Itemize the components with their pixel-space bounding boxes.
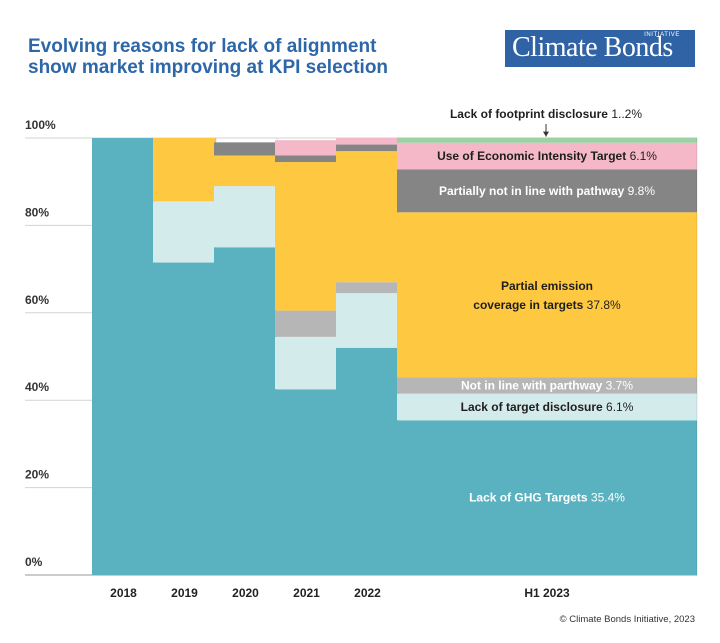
title-line-1: Evolving reasons for lack of alignment — [28, 36, 377, 57]
data-label-use-of-economic-intensity-target: Use of Economic Intensity Target 6.1% — [437, 149, 657, 163]
bar-segment-partial-emission-coverage-in-targets — [214, 155, 277, 187]
bar-segment-use-of-economic-intensity-target — [397, 142, 697, 170]
bar-segment-partial-emission-coverage-in-targets — [153, 138, 216, 202]
y-tick-label: 0% — [25, 555, 43, 569]
x-tick-label: 2022 — [354, 586, 381, 600]
leader-arrow — [543, 131, 549, 137]
climate-bonds-logo: Climate Bonds INITIATIVE — [505, 30, 695, 67]
bar-segment-lack-of-target-disclosure — [214, 186, 277, 248]
bar-segment-partially-not-in-line-with-pathway — [336, 144, 399, 152]
bar-segment-partially-not-in-line-with-pathway — [214, 142, 277, 156]
bar-segment-lack-of-target-disclosure — [336, 293, 399, 348]
data-label-partial-emission-coverage-in-targets: Partial emission coverage in targets 37.8… — [473, 279, 621, 312]
bar-segment-lack-of-ghg-targets — [397, 420, 697, 575]
x-tick-label: H1 2023 — [524, 586, 570, 600]
bar-segment-partial-emission-coverage-in-targets — [336, 151, 399, 283]
bar-segment-lack-of-footprint-disclosure — [397, 137, 697, 143]
logo-name: Climate Bonds — [512, 32, 673, 63]
y-tick-label: 20% — [25, 468, 49, 482]
x-tick-label: 2018 — [110, 586, 137, 600]
title-line-2: show market improving at KPI selection — [28, 57, 389, 78]
bar-segment-partially-not-in-line-with-pathway — [275, 155, 338, 163]
logo-subtitle: INITIATIVE — [644, 32, 680, 38]
x-tick-label: 2020 — [232, 586, 259, 600]
x-tick-label: 2021 — [293, 586, 320, 600]
y-tick-label: 80% — [25, 205, 49, 219]
bar-segment-not-in-line-with-parthway — [336, 282, 399, 294]
bar-segment-lack-of-ghg-targets — [92, 138, 155, 575]
y-tick-label: 100% — [25, 118, 56, 132]
bar-segment-lack-of-ghg-targets — [214, 247, 277, 575]
data-label-partially-not-in-line-with-pathway: Partially not in line with pathway 9.8% — [439, 184, 655, 198]
bar-segment-not-in-line-with-parthway — [397, 377, 697, 394]
bar-segment-lack-of-ghg-targets — [275, 389, 338, 575]
bar-segment-lack-of-ghg-targets — [336, 347, 399, 575]
bar-segment-lack-of-target-disclosure — [153, 201, 216, 263]
bar-segment-partial-emission-coverage-in-targets — [275, 162, 338, 311]
bar-segment-lack-of-target-disclosure — [275, 336, 338, 390]
bar-segment-partial-emission-coverage-in-targets — [397, 212, 697, 378]
bar-segment-use-of-economic-intensity-target — [336, 138, 399, 145]
bar-segment-partially-not-in-line-with-pathway — [397, 169, 697, 213]
bar-segment-not-in-line-with-parthway — [275, 310, 338, 337]
bar-segment-lack-of-target-disclosure — [397, 393, 697, 421]
x-tick-label: 2019 — [171, 586, 198, 600]
data-label-lack-of-ghg-targets: Lack of GHG Targets 35.4% — [469, 491, 625, 505]
y-tick-label: 60% — [25, 293, 49, 307]
bar-segment-lack-of-ghg-targets — [153, 262, 216, 575]
data-label-lack-of-footprint-disclosure: Lack of footprint disclosure 1..2% — [450, 107, 642, 121]
copyright-note: © Climate Bonds Initiative, 2023 — [559, 614, 695, 625]
bar-segment-use-of-economic-intensity-target — [275, 140, 338, 156]
y-tick-label: 40% — [25, 380, 49, 394]
data-label-not-in-line-with-parthway: Not in line with parthway 3.7% — [461, 379, 633, 393]
chart-title: Evolving reasons for lack of alignment s… — [28, 36, 388, 78]
data-label-lack-of-target-disclosure: Lack of target disclosure 6.1% — [461, 400, 634, 414]
